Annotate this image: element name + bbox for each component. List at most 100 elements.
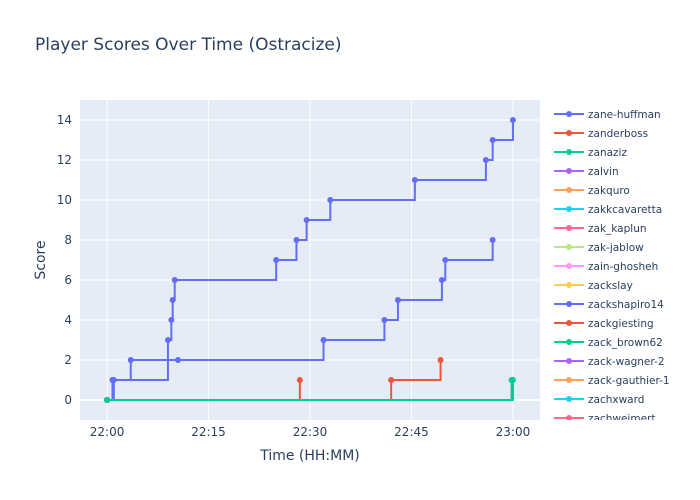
y-ticks: 0 2 4 6 8 10 12 14 (57, 113, 72, 407)
data-point-zane-huffman (327, 197, 334, 203)
data-point-zackshapiro14 (489, 237, 496, 243)
legend-label: zanaziz (588, 147, 627, 159)
legend-swatch-marker (566, 301, 572, 307)
legend-swatch-marker (566, 263, 572, 269)
y-tick-label: 8 (64, 233, 72, 247)
legend-item-zackshapiro14[interactable]: zackshapiro14 (554, 299, 664, 311)
legend-swatch-marker (566, 358, 572, 364)
legend-label: zack_brown62 (588, 337, 663, 349)
legend-label: zachxward (588, 394, 644, 406)
legend-item-zain-ghosheh[interactable]: zain-ghosheh (554, 261, 658, 273)
legend-item-zack-gauthier-1[interactable]: zack-gauthier-1 (554, 375, 670, 387)
data-point-zane-huffman (164, 337, 171, 343)
legend-item-zane-huffman[interactable]: zane-huffman (554, 109, 661, 121)
legend-item-zackgiesting[interactable]: zackgiesting (554, 318, 654, 330)
legend-item-zack_brown62[interactable]: zack_brown62 (554, 337, 663, 349)
x-axis-title: Time (HH:MM) (259, 448, 360, 464)
data-point-zane-huffman (303, 217, 310, 223)
legend-item-zachweimert[interactable]: zachweimert (554, 413, 655, 425)
legend-item-zanderboss[interactable]: zanderboss (554, 128, 648, 140)
legend-swatch-marker (566, 225, 572, 231)
x-tick-label: 22:45 (394, 425, 429, 439)
data-point-zane-huffman (482, 157, 489, 163)
x-tick-label: 22:30 (293, 425, 328, 439)
legend-label: zak_kaplun (588, 223, 647, 235)
data-point-zackgiesting (388, 377, 395, 383)
data-point-zane-huffman (273, 257, 280, 263)
data-point-zane-huffman (293, 237, 300, 243)
data-point-zack_brown62 (509, 377, 516, 383)
legend-item-zachxward[interactable]: zachxward (554, 394, 644, 406)
legend-swatch-marker (566, 130, 572, 136)
legend-swatch-marker (566, 320, 572, 326)
y-tick-label: 14 (57, 113, 72, 127)
legend-swatch-marker (566, 206, 572, 212)
y-axis-title: Score (33, 240, 49, 279)
legend-label: zain-ghosheh (588, 261, 658, 273)
legend-item-zak_kaplun[interactable]: zak_kaplun (554, 223, 647, 235)
legend-swatch-marker (566, 415, 572, 420)
x-tick-label: 23:00 (496, 425, 531, 439)
legend-label: zack-wagner-2 (588, 356, 665, 368)
data-point-zackshapiro14 (127, 357, 134, 363)
x-tick-label: 22:15 (191, 425, 226, 439)
legend-label: zanderboss (588, 128, 648, 140)
data-point-zack_brown62 (104, 397, 111, 403)
data-point-zackshapiro14 (438, 277, 445, 283)
legend-label: zackshapiro14 (588, 299, 664, 311)
legend-label: zackslay (588, 280, 633, 292)
legend-item-zak-jablow[interactable]: zak-jablow (554, 242, 644, 254)
legend-swatch-marker (566, 377, 572, 383)
legend-label: zakquro (588, 185, 630, 197)
data-point-zanderboss (296, 377, 303, 383)
legend-swatch-marker (566, 111, 572, 117)
y-tick-label: 4 (64, 313, 72, 327)
legend-label: zackgiesting (588, 318, 654, 330)
series-line-zackshapiro14 (107, 240, 494, 401)
legend-label: zakkcavaretta (588, 204, 662, 216)
data-point-zane-huffman (509, 117, 516, 123)
data-point-zane-huffman (169, 297, 176, 303)
legend-swatch-marker (566, 187, 572, 193)
data-point-zackshapiro14 (175, 357, 182, 363)
data-point-zackshapiro14 (442, 257, 449, 263)
legend-label: zack-gauthier-1 (588, 375, 670, 387)
data-point-zane-huffman (489, 137, 496, 143)
legend-swatch-marker (566, 244, 572, 250)
legend-label: zane-huffman (588, 109, 661, 121)
legend-label: zachweimert (588, 413, 655, 425)
y-tick-label: 12 (57, 153, 72, 167)
legend-swatch-marker (566, 339, 572, 345)
legend-swatch-marker (566, 282, 572, 288)
legend-item-zack-wagner-2[interactable]: zack-wagner-2 (554, 356, 665, 368)
legend-label: zak-jablow (588, 242, 644, 254)
data-point-zackshapiro14 (109, 377, 116, 383)
y-tick-label: 10 (57, 193, 72, 207)
legend-swatch-marker (566, 396, 572, 402)
legend-swatch-marker (566, 168, 572, 174)
series-markers (104, 117, 516, 403)
data-point-zackshapiro14 (394, 297, 401, 303)
data-point-zackgiesting (437, 357, 444, 363)
x-tick-label: 22:00 (90, 425, 125, 439)
y-tick-label: 6 (64, 273, 72, 287)
y-tick-label: 2 (64, 353, 72, 367)
legend-item-zakquro[interactable]: zakquro (554, 185, 630, 197)
chart-title: Player Scores Over Time (Ostracize) (35, 35, 342, 55)
legend[interactable]: zane-huffman zanderboss zanaziz zalvin zakqu… (554, 109, 670, 425)
data-point-zackshapiro14 (381, 317, 388, 323)
legend-swatch-marker (566, 149, 572, 155)
legend-item-zalvin[interactable]: zalvin (554, 166, 619, 178)
legend-item-zackslay[interactable]: zackslay (554, 280, 633, 292)
data-point-zane-huffman (171, 277, 178, 283)
x-ticks: 22:00 22:15 22:30 22:45 23:00 (90, 425, 530, 439)
legend-item-zakkcavaretta[interactable]: zakkcavaretta (554, 204, 662, 216)
legend-label: zalvin (588, 166, 619, 178)
legend-item-zanaziz[interactable]: zanaziz (554, 147, 627, 159)
series-line-zack_brown62 (107, 380, 514, 401)
data-point-zane-huffman (411, 177, 418, 183)
data-point-zackshapiro14 (320, 337, 327, 343)
data-point-zane-huffman (168, 317, 175, 323)
y-tick-label: 0 (64, 393, 72, 407)
